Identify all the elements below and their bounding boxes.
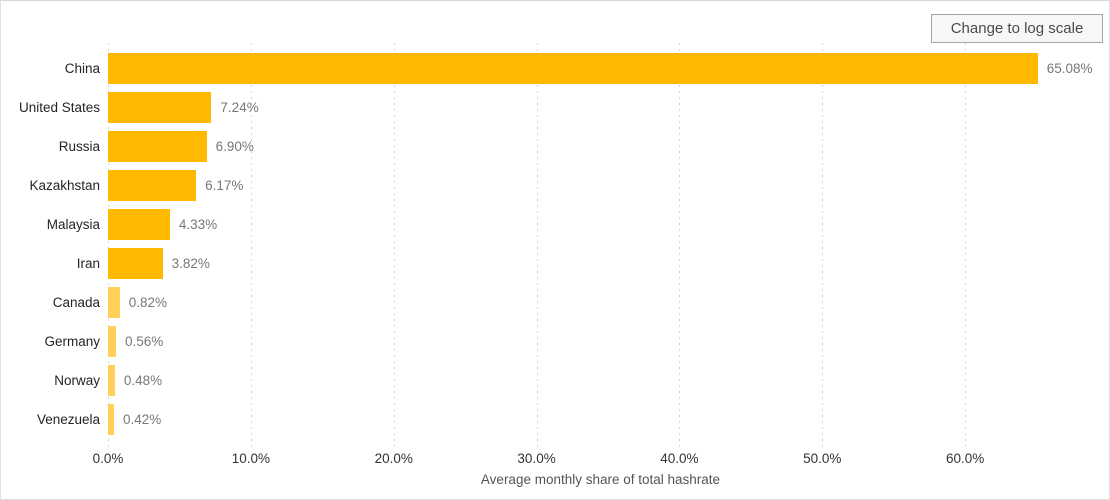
- bar-row: Iran 3.82%: [1, 244, 1109, 283]
- value-label: 0.82%: [128, 295, 167, 310]
- bar[interactable]: [108, 326, 116, 357]
- value-label: 0.48%: [123, 373, 163, 388]
- gridline: [965, 43, 967, 450]
- category-label: Norway: [54, 373, 100, 388]
- x-tick-label: 40.0%: [660, 451, 699, 466]
- value-label: 3.82%: [171, 256, 210, 271]
- category-label: Iran: [76, 256, 100, 271]
- bar-row: Canada 0.82%: [1, 283, 1109, 322]
- value-label: 6.90%: [215, 139, 254, 154]
- log-scale-toggle-button[interactable]: Change to log scale: [931, 14, 1103, 43]
- gridline: [536, 43, 538, 450]
- x-axis-title: Average monthly share of total hashrate: [480, 472, 721, 487]
- gridline: [108, 43, 109, 450]
- gridline: [822, 43, 824, 450]
- bar-row: Norway 0.48%: [1, 361, 1109, 400]
- gridline: [250, 43, 252, 450]
- bar[interactable]: [108, 53, 1038, 84]
- bar-row: Kazakhstan 6.17%: [1, 166, 1109, 205]
- bar-row: United States 7.24%: [1, 88, 1109, 127]
- bar-row: Malaysia 4.33%: [1, 205, 1109, 244]
- category-label: United States: [18, 100, 100, 115]
- bar-rows: China 65.08% United States 7.24% Russia 6.90%…: [1, 49, 1109, 439]
- bar[interactable]: [108, 131, 207, 162]
- category-label: Malaysia: [46, 217, 100, 232]
- gridline: [679, 43, 681, 450]
- value-label: 65.08%: [1046, 61, 1093, 76]
- category-label: Venezuela: [36, 412, 100, 427]
- x-tick-label: 30.0%: [517, 451, 556, 466]
- x-tick-label: 50.0%: [803, 451, 842, 466]
- category-label: Russia: [58, 139, 100, 154]
- value-label: 4.33%: [178, 217, 218, 232]
- x-tick-label: 20.0%: [374, 451, 413, 466]
- value-label: 6.17%: [205, 178, 244, 193]
- bar-row: China 65.08%: [1, 49, 1109, 88]
- bar[interactable]: [108, 248, 163, 279]
- x-tick-label: 10.0%: [231, 451, 270, 466]
- bar[interactable]: [108, 365, 115, 396]
- x-tick-label: 0.0%: [92, 451, 124, 466]
- bar[interactable]: [108, 92, 212, 123]
- bar[interactable]: [108, 404, 114, 435]
- gridline: [393, 43, 395, 450]
- category-label: Canada: [52, 295, 100, 310]
- category-label: Germany: [44, 334, 100, 349]
- bar[interactable]: [108, 209, 170, 240]
- value-label: 7.24%: [220, 100, 259, 115]
- value-label: 0.56%: [125, 334, 164, 349]
- x-axis-ticks: 0.0% 10.0% 20.0% 30.0% 40.0% 50.0% 60.0%: [1, 451, 1109, 468]
- x-tick-label: 60.0%: [946, 451, 985, 466]
- value-label: 0.42%: [123, 412, 162, 427]
- bar[interactable]: [108, 170, 197, 201]
- category-label: Kazakhstan: [29, 178, 100, 193]
- bar[interactable]: [108, 287, 120, 318]
- category-label: China: [64, 61, 100, 76]
- bar-row: Venezuela 0.42%: [1, 400, 1109, 439]
- bar-row: Russia 6.90%: [1, 127, 1109, 166]
- bar-row: Germany 0.56%: [1, 322, 1109, 361]
